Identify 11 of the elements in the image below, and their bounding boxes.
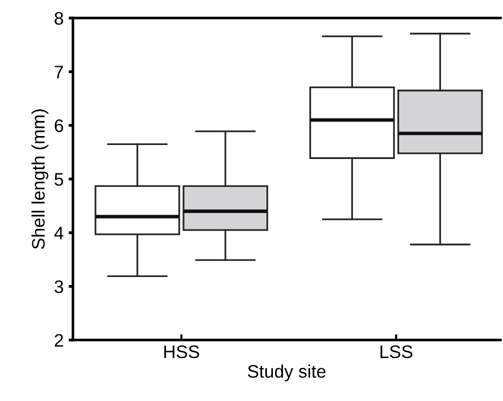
y-axis-title: Shell length (mm) <box>31 109 48 249</box>
y-tick-label: 8 <box>54 12 64 25</box>
y-tick-label: 7 <box>54 66 63 78</box>
y-tick-label: 2 <box>54 334 63 347</box>
x-axis-title: Study site <box>248 364 326 382</box>
x-tick-label: LSS <box>380 345 412 358</box>
y-tick-label: 6 <box>54 119 64 132</box>
y-tick-label: 5 <box>54 173 64 186</box>
x-tick-label: HSS <box>164 345 200 358</box>
y-tick-label: 3 <box>54 280 64 294</box>
y-tick-label: 4 <box>54 226 64 240</box>
